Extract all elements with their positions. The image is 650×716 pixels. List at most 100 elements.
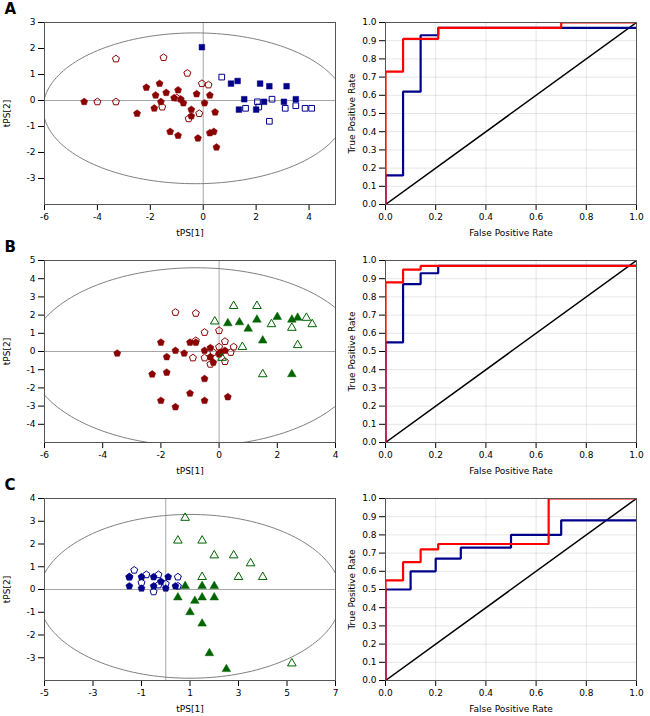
svg-text:0.6: 0.6 (362, 328, 377, 338)
svg-text:-3: -3 (27, 173, 36, 183)
svg-text:0.3: 0.3 (362, 621, 376, 631)
svg-text:False Positive Rate: False Positive Rate (469, 228, 553, 238)
svg-text:2: 2 (30, 43, 36, 53)
svg-text:1.0: 1.0 (629, 688, 644, 698)
svg-text:0.0: 0.0 (378, 450, 393, 460)
svg-text:0: 0 (216, 450, 222, 460)
svg-text:0.8: 0.8 (362, 292, 377, 302)
svg-text:2: 2 (30, 539, 36, 549)
svg-text:0.5: 0.5 (362, 584, 376, 594)
svg-text:0.2: 0.2 (429, 450, 443, 460)
svg-text:tPS[2]: tPS[2] (2, 100, 12, 127)
svg-text:0.2: 0.2 (362, 163, 376, 173)
svg-text:-1: -1 (27, 121, 36, 131)
svg-text:0.9: 0.9 (362, 36, 377, 46)
svg-text:4: 4 (30, 493, 36, 503)
svg-text:0.2: 0.2 (429, 212, 443, 222)
svg-text:-2: -2 (27, 383, 36, 393)
svg-text:-6: -6 (40, 212, 49, 222)
svg-text:0: 0 (30, 346, 36, 356)
svg-text:7: 7 (333, 688, 339, 698)
svg-text:B: B (5, 238, 16, 256)
svg-text:tPS[1]: tPS[1] (176, 704, 203, 714)
svg-text:0: 0 (200, 212, 206, 222)
svg-text:1.0: 1.0 (629, 450, 644, 460)
svg-text:-4: -4 (27, 419, 36, 429)
svg-text:0.8: 0.8 (579, 688, 594, 698)
svg-text:4: 4 (333, 450, 339, 460)
svg-text:tPS[2]: tPS[2] (2, 338, 12, 365)
svg-text:0.7: 0.7 (362, 72, 376, 82)
svg-text:2: 2 (30, 310, 36, 320)
svg-text:0.0: 0.0 (378, 688, 393, 698)
svg-text:0.1: 0.1 (362, 419, 376, 429)
svg-text:1: 1 (30, 69, 36, 79)
svg-text:0.6: 0.6 (362, 566, 377, 576)
svg-text:5: 5 (284, 688, 290, 698)
svg-text:0.9: 0.9 (362, 274, 377, 284)
svg-text:-2: -2 (146, 212, 155, 222)
svg-text:True Positive Rate: True Positive Rate (347, 311, 357, 393)
svg-text:-1: -1 (137, 688, 146, 698)
svg-text:-4: -4 (93, 212, 102, 222)
svg-text:4: 4 (30, 274, 36, 284)
svg-text:True Positive Rate: True Positive Rate (347, 73, 357, 155)
svg-text:0: 0 (30, 95, 36, 105)
svg-text:0.2: 0.2 (362, 639, 376, 649)
svg-text:0.6: 0.6 (362, 90, 377, 100)
svg-text:2: 2 (253, 212, 259, 222)
svg-text:0.7: 0.7 (362, 548, 376, 558)
svg-text:0.0: 0.0 (362, 675, 377, 685)
svg-text:3: 3 (236, 688, 242, 698)
svg-text:2: 2 (274, 450, 280, 460)
svg-text:0.0: 0.0 (378, 212, 393, 222)
svg-text:1.0: 1.0 (629, 212, 644, 222)
svg-text:1.0: 1.0 (362, 493, 377, 503)
svg-text:0.3: 0.3 (362, 383, 376, 393)
svg-text:False Positive Rate: False Positive Rate (469, 466, 553, 476)
svg-text:1: 1 (30, 562, 36, 572)
svg-text:0.4: 0.4 (479, 688, 494, 698)
svg-text:1.0: 1.0 (362, 255, 377, 265)
svg-text:0.5: 0.5 (362, 108, 376, 118)
svg-text:0.4: 0.4 (479, 212, 494, 222)
svg-text:0.6: 0.6 (529, 450, 544, 460)
svg-text:0.9: 0.9 (362, 512, 377, 522)
svg-text:1: 1 (30, 328, 36, 338)
svg-text:0.8: 0.8 (362, 530, 377, 540)
svg-text:0.5: 0.5 (362, 346, 376, 356)
svg-text:tPS[1]: tPS[1] (176, 466, 203, 476)
svg-text:A: A (5, 0, 17, 18)
svg-text:-6: -6 (40, 450, 49, 460)
svg-text:1.0: 1.0 (362, 17, 377, 27)
svg-text:-4: -4 (98, 450, 107, 460)
svg-text:False Positive Rate: False Positive Rate (469, 704, 553, 714)
svg-text:tPS[2]: tPS[2] (2, 576, 12, 603)
svg-text:0.8: 0.8 (579, 450, 594, 460)
svg-text:0.1: 0.1 (362, 181, 376, 191)
svg-text:True Positive Rate: True Positive Rate (347, 549, 357, 631)
svg-text:3: 3 (30, 17, 36, 27)
svg-text:-3: -3 (27, 653, 36, 663)
svg-text:C: C (5, 476, 16, 494)
svg-text:0.1: 0.1 (362, 657, 376, 667)
svg-text:tPS[1]: tPS[1] (176, 228, 203, 238)
svg-text:0.4: 0.4 (479, 450, 494, 460)
svg-text:4: 4 (306, 212, 312, 222)
svg-text:1: 1 (187, 688, 193, 698)
svg-text:0.0: 0.0 (362, 199, 377, 209)
svg-text:3: 3 (30, 516, 36, 526)
svg-text:-1: -1 (27, 365, 36, 375)
svg-text:0.8: 0.8 (362, 54, 377, 64)
svg-text:0.6: 0.6 (529, 212, 544, 222)
svg-text:3: 3 (30, 292, 36, 302)
svg-text:0.2: 0.2 (362, 401, 376, 411)
svg-text:0.2: 0.2 (429, 688, 443, 698)
svg-text:-2: -2 (27, 630, 36, 640)
svg-text:-3: -3 (27, 401, 36, 411)
svg-text:-3: -3 (89, 688, 98, 698)
svg-text:0.6: 0.6 (529, 688, 544, 698)
svg-text:-5: -5 (40, 688, 49, 698)
svg-text:0.8: 0.8 (579, 212, 594, 222)
svg-text:0.4: 0.4 (362, 365, 377, 375)
